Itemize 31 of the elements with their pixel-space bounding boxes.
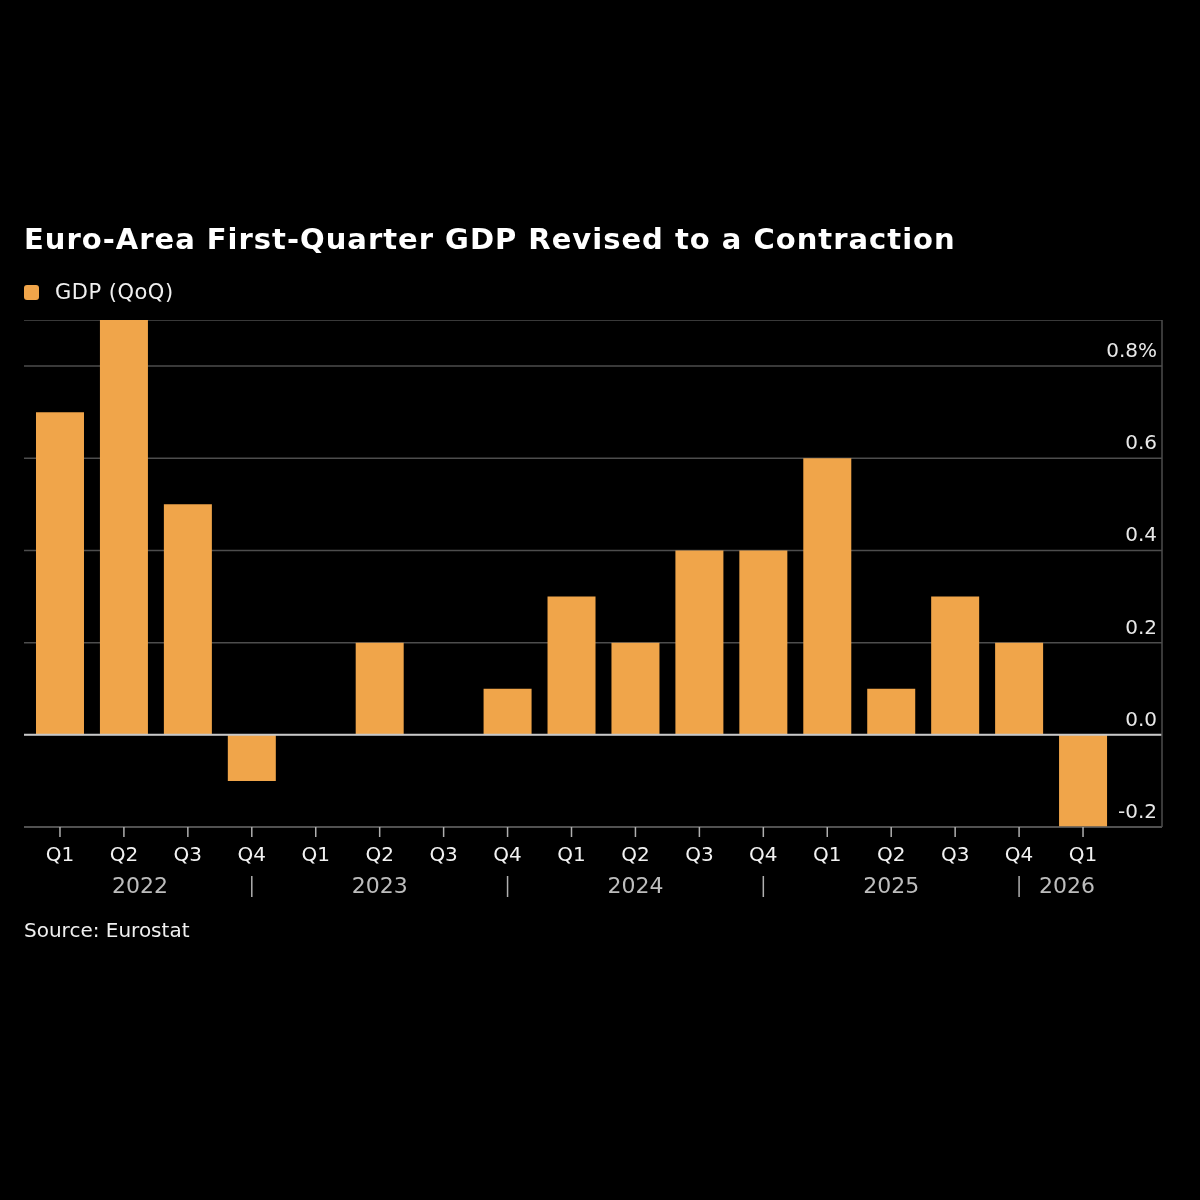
- text: 2022: [111, 873, 168, 898]
- x-tick-label: Q1: [45, 842, 75, 867]
- x-tick-label: Q2: [109, 842, 139, 867]
- text: 2026: [1039, 873, 1096, 898]
- x-tick-label: Q1: [301, 842, 330, 867]
- x-tick-label: Q4: [493, 842, 522, 867]
- y-tick-label: -0.2: [1117, 799, 1157, 823]
- legend-label: GDP (QoQ): [55, 280, 174, 304]
- x-tick-label: Q2: [621, 842, 650, 867]
- x-tick-label: Q1: [557, 842, 586, 867]
- text: 2024: [607, 873, 664, 898]
- x-tick-label: Q1: [1068, 842, 1098, 867]
- x-tick-label: Q3: [940, 842, 970, 867]
- x-tick-label: Q2: [365, 842, 394, 867]
- y-tick-label: 0.6: [1125, 430, 1157, 455]
- x-tick-label: Q3: [173, 842, 203, 867]
- x-tick-label: Q4: [237, 842, 267, 867]
- x-tick-label: Q2: [876, 842, 906, 867]
- x-tick-label: Q1: [813, 842, 842, 867]
- text: 2023: [351, 873, 408, 898]
- y-tick-label: 0.0: [1125, 706, 1157, 731]
- x-tick-label: Q3: [685, 842, 714, 867]
- y-tick-label: 0.2: [1125, 614, 1157, 639]
- text: 2025: [863, 873, 920, 898]
- y-tick-label: 0.4: [1125, 522, 1157, 547]
- chart-title: Euro-Area First-Quarter GDP Revised to a Contraction: [24, 222, 956, 256]
- x-tick-label: Q3: [429, 842, 458, 867]
- x-tick-label: Q4: [749, 842, 778, 867]
- x-tick-label: Q4: [1004, 842, 1034, 867]
- source-note: Source: Eurostat: [24, 918, 190, 942]
- y-tick-label: 0.8%: [1106, 338, 1157, 363]
